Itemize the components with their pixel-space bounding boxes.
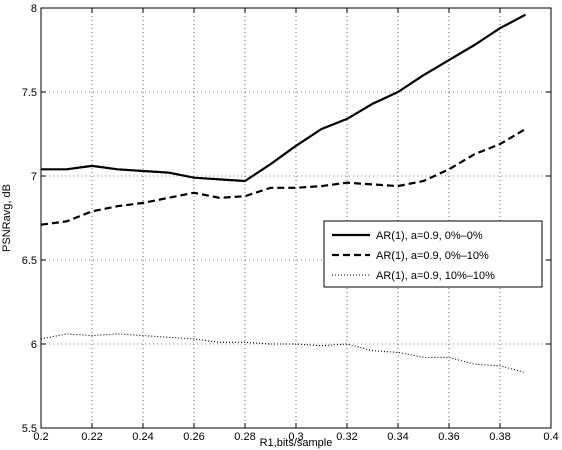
x-tick-label: 0.36: [438, 431, 459, 443]
y-tick-label: 5.5: [22, 423, 37, 435]
series-line-3-dotted: [40, 333, 526, 374]
x-tick-label: 0.34: [387, 431, 408, 443]
y-tick-label: 8: [31, 3, 37, 15]
axis-ticks: 0.2 0.22 0.24 0.26 0.28 0.3 0.32 0.34 0.36 0.38 0.…: [22, 3, 559, 443]
legend-label-series-1: AR(1), a=0.9, 0%–0%: [376, 230, 483, 242]
x-tick-label: 0.3: [288, 431, 303, 443]
y-tick-label: 7: [31, 171, 37, 183]
series-line-2-dashed: [40, 128, 527, 226]
x-axis-title: R1,bits/sample: [260, 437, 333, 449]
x-tick-label: 0.24: [132, 431, 153, 443]
y-axis-title: PSNRavg, dB: [1, 184, 13, 252]
x-tick-label: 0.32: [336, 431, 357, 443]
x-tick-label: 0.26: [183, 431, 204, 443]
series-group: [40, 13, 527, 374]
legend-label-series-3: AR(1), a=0.9, 10%–10%: [376, 270, 495, 282]
x-tick-label: 0.4: [543, 431, 558, 443]
y-tick-label: 6.5: [22, 255, 37, 267]
series-line-1-solid: [41, 13, 527, 183]
x-tick-label: 0.38: [489, 431, 510, 443]
x-tick-label: 0.22: [81, 431, 102, 443]
legend: AR(1), a=0.9, 0%–0% AR(1), a=0.9, 0%–10%…: [323, 220, 543, 288]
legend-label-series-2: AR(1), a=0.9, 0%–10%: [376, 250, 489, 262]
y-tick-label: 6: [31, 339, 37, 351]
grid: [41, 8, 551, 428]
x-tick-label: 0.28: [234, 431, 255, 443]
x-tick-label: 0.2: [33, 431, 48, 443]
y-tick-label: 7.5: [22, 87, 37, 99]
